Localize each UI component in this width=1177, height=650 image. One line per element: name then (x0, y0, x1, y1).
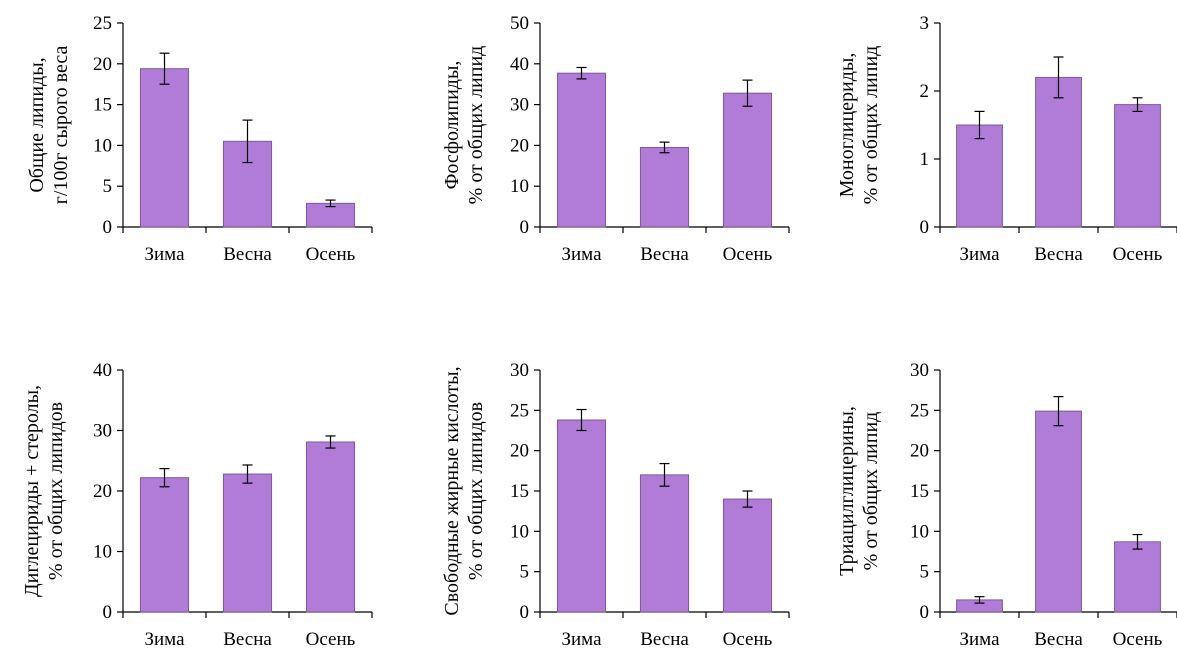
y-tick-label: 15 (910, 481, 929, 502)
chart-panel-4: 0 10 20 30 40 Зима Весна Осень Диглецириды + сте… (21, 360, 373, 650)
y-axis-label: % от общих липид (465, 46, 487, 205)
y-axis-label: г/100г сырого веса (50, 46, 72, 205)
x-category-label: Зима (561, 244, 602, 265)
y-axis-label: Общие липиды, (26, 57, 48, 192)
y-tick-label: 0 (920, 602, 930, 623)
y-tick-label: 15 (510, 481, 529, 502)
y-tick-label: 3 (920, 13, 930, 34)
y-tick-label: 30 (910, 360, 929, 381)
y-tick-label: 10 (510, 521, 529, 542)
bar-1 (556, 419, 607, 613)
y-tick-label: 25 (510, 400, 529, 421)
bar-3 (305, 441, 356, 613)
chart-panel-5: 0 5 10 15 20 25 30 Зима Весна Осень Свободные жирн… (441, 360, 790, 650)
y-axis-label: Триацилглицерины, (836, 406, 858, 576)
y-axis-label: Свободные жирные кислоты, (441, 366, 463, 615)
y-tick-label: 10 (510, 176, 529, 197)
x-category-label: Зима (561, 629, 602, 650)
y-tick-label: 20 (93, 54, 112, 75)
x-category-label: Осень (306, 629, 356, 650)
y-axis-label: Диглецириды + стеролы, (21, 385, 43, 597)
y-tick-label: 0 (920, 217, 930, 238)
bar-2 (639, 146, 690, 228)
bar-2 (639, 474, 690, 613)
chart-panel-3: 0 1 2 3 Зима Весна Осень Моноглицериды,% от общ… (836, 13, 1177, 265)
y-tick-label: 30 (510, 360, 529, 381)
y-tick-label: 30 (93, 421, 112, 442)
x-category-label: Весна (1034, 244, 1083, 265)
x-category-label: Весна (640, 244, 689, 265)
y-axis-label: % от общих липид (860, 46, 882, 205)
y-axis-label: Моноглицериды, (836, 53, 858, 198)
y-tick-label: 5 (920, 562, 930, 583)
y-axis-label: % от общих липид (860, 412, 882, 571)
x-category-label: Осень (1113, 629, 1163, 650)
y-tick-label: 30 (510, 95, 529, 116)
x-category-label: Весна (223, 244, 272, 265)
y-axis-label: % от общих липидов (45, 402, 67, 580)
y-tick-label: 5 (103, 176, 113, 197)
y-tick-label: 40 (510, 54, 529, 75)
y-axis-label: Фосфолипиды, (441, 61, 463, 190)
bar-3 (722, 498, 773, 613)
bar-1 (956, 124, 1003, 228)
y-tick-label: 10 (93, 542, 112, 563)
y-tick-label: 2 (920, 81, 930, 102)
x-category-label: Весна (223, 629, 272, 650)
y-tick-label: 5 (520, 562, 530, 583)
y-tick-label: 20 (510, 441, 529, 462)
bar-2 (222, 473, 273, 613)
y-tick-label: 10 (93, 135, 112, 156)
y-tick-label: 0 (103, 217, 113, 238)
y-tick-label: 20 (93, 481, 112, 502)
y-tick-label: 20 (510, 135, 529, 156)
x-category-label: Осень (1113, 244, 1163, 265)
x-category-label: Осень (723, 629, 773, 650)
x-category-label: Весна (640, 629, 689, 650)
bar-1 (139, 68, 190, 228)
bar-2 (1035, 410, 1082, 613)
x-category-label: Зима (959, 629, 1000, 650)
x-category-label: Осень (306, 244, 356, 265)
y-tick-label: 20 (910, 441, 929, 462)
y-tick-label: 40 (93, 360, 112, 381)
x-category-label: Осень (723, 244, 773, 265)
y-tick-label: 0 (103, 602, 113, 623)
x-category-label: Зима (144, 629, 185, 650)
bar-3 (1114, 541, 1161, 613)
y-tick-label: 50 (510, 13, 529, 34)
y-tick-label: 1 (920, 149, 930, 170)
y-tick-label: 15 (93, 95, 112, 116)
y-tick-label: 0 (520, 602, 530, 623)
y-tick-label: 25 (93, 13, 112, 34)
y-axis-label: % от общих липидов (465, 402, 487, 580)
x-category-label: Весна (1034, 629, 1083, 650)
x-category-label: Зима (959, 244, 1000, 265)
chart-panel-2: 0 10 20 30 40 50 Зима Весна Осень Фосфолипиды,% о… (441, 13, 790, 265)
bar-3 (1114, 104, 1161, 228)
bar-3 (722, 92, 773, 228)
y-tick-label: 10 (910, 521, 929, 542)
bar-1 (556, 72, 607, 228)
y-tick-label: 25 (910, 400, 929, 421)
y-tick-label: 0 (520, 217, 530, 238)
x-category-label: Зима (144, 244, 185, 265)
bar-2 (1035, 76, 1082, 228)
chart-panel-1: 0 5 10 15 20 25 Зима Весна Осень Общие липиды, г/1… (26, 13, 373, 265)
chart-panel-6: 0 5 10 15 20 25 30 Зима Весна Осень Триацилглицери… (836, 360, 1177, 650)
bar-1 (139, 477, 190, 613)
